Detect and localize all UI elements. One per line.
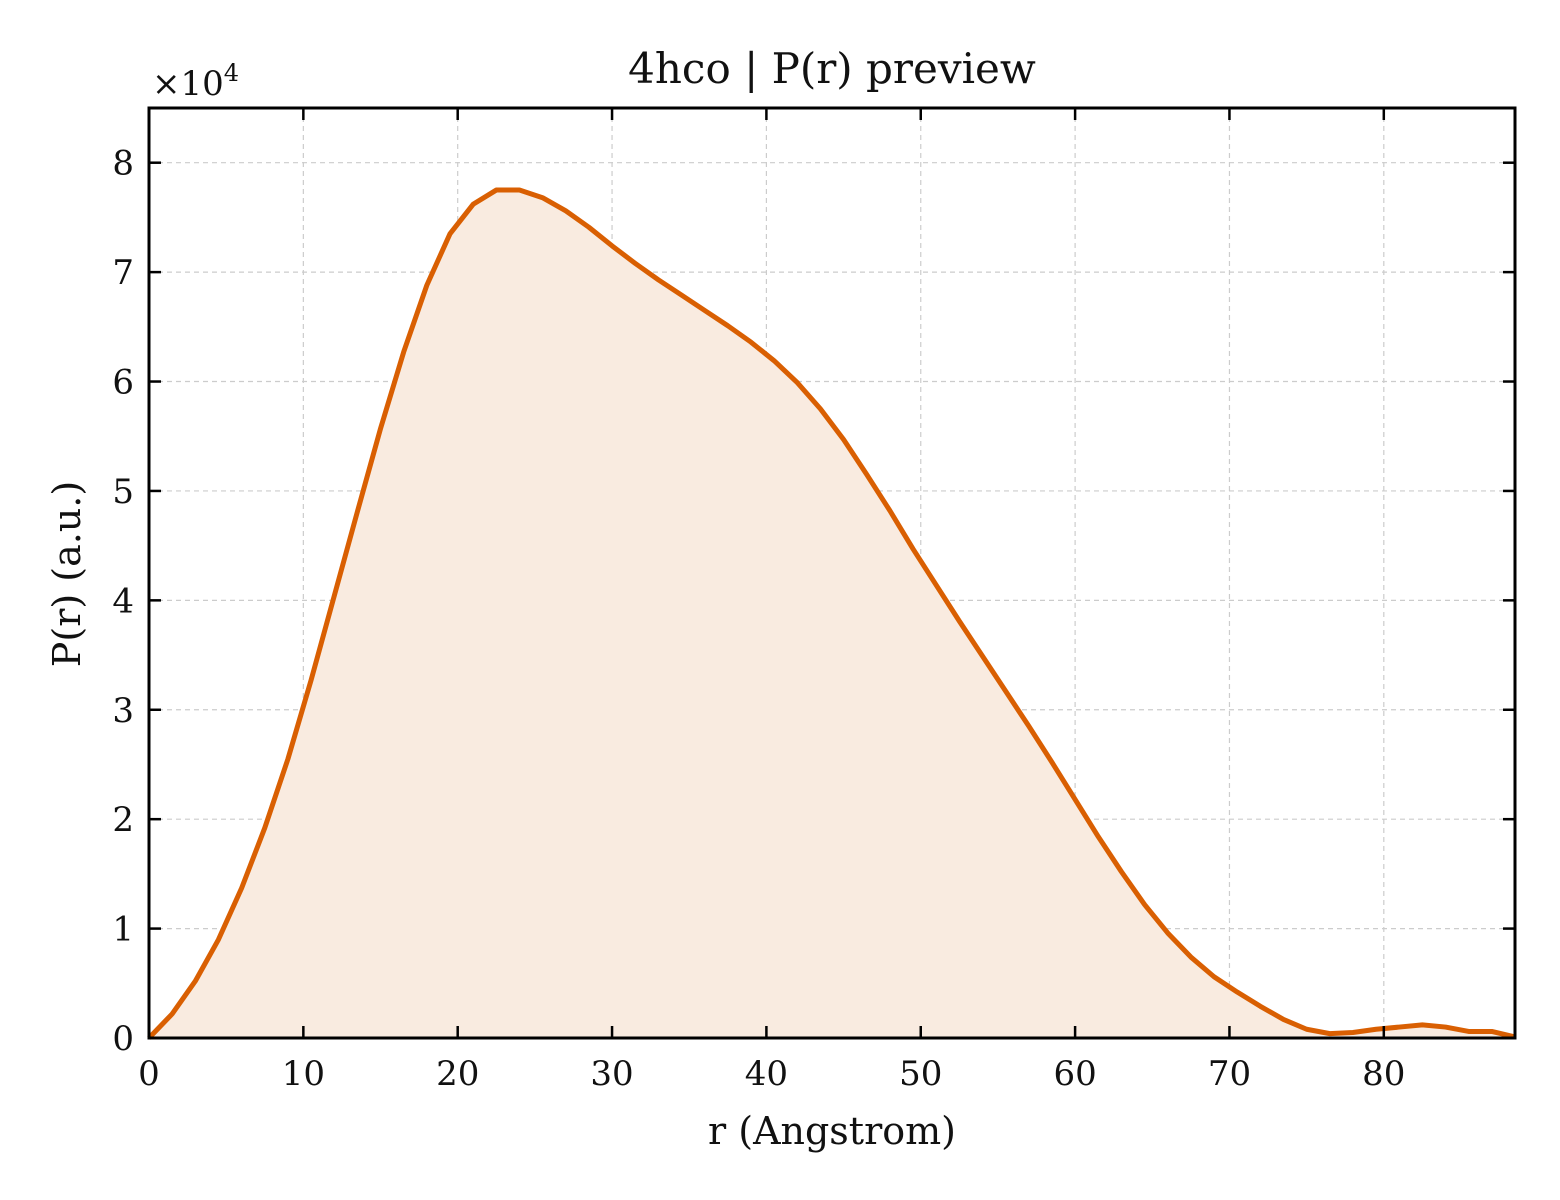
y-tick-label: 4 [112, 581, 134, 621]
x-tick-label: 50 [899, 1054, 942, 1094]
y-tick-label: 3 [112, 691, 134, 731]
y-tick-label: 1 [112, 910, 134, 950]
x-tick-label: 40 [745, 1054, 788, 1094]
ticks: 0 10 20 30 40 50 60 70 80 0 1 2 3 4 5 6 7 8 [112, 108, 1515, 1094]
y-tick-label: 7 [112, 253, 134, 293]
x-tick-label: 30 [590, 1054, 633, 1094]
pr-series-line [147, 187, 1516, 1040]
pr-area-fill [149, 190, 1515, 1038]
y-tick-label: 6 [112, 363, 134, 403]
x-tick-label: 70 [1208, 1054, 1251, 1094]
y-axis-label: P(r) (a.u.) [45, 481, 89, 667]
x-axis-label: r (Angstrom) [708, 1109, 956, 1153]
y-tick-label: 2 [112, 800, 134, 840]
chart-title: 4hco | P(r) preview [628, 44, 1036, 93]
x-tick-label: 0 [138, 1054, 160, 1094]
x-tick-label: 20 [436, 1054, 479, 1094]
y-tick-label: 0 [112, 1019, 134, 1059]
y-tick-label: 8 [112, 144, 134, 184]
y-tick-label: 5 [112, 472, 134, 512]
x-tick-label: 80 [1362, 1054, 1405, 1094]
y-multiplier: ×104 [152, 59, 239, 104]
x-tick-label: 60 [1053, 1054, 1096, 1094]
y-multiplier-base: ×10 [152, 64, 224, 104]
x-tick-label: 10 [282, 1054, 325, 1094]
plot-frame [147, 106, 1517, 1040]
y-multiplier-exponent: 4 [224, 59, 239, 87]
